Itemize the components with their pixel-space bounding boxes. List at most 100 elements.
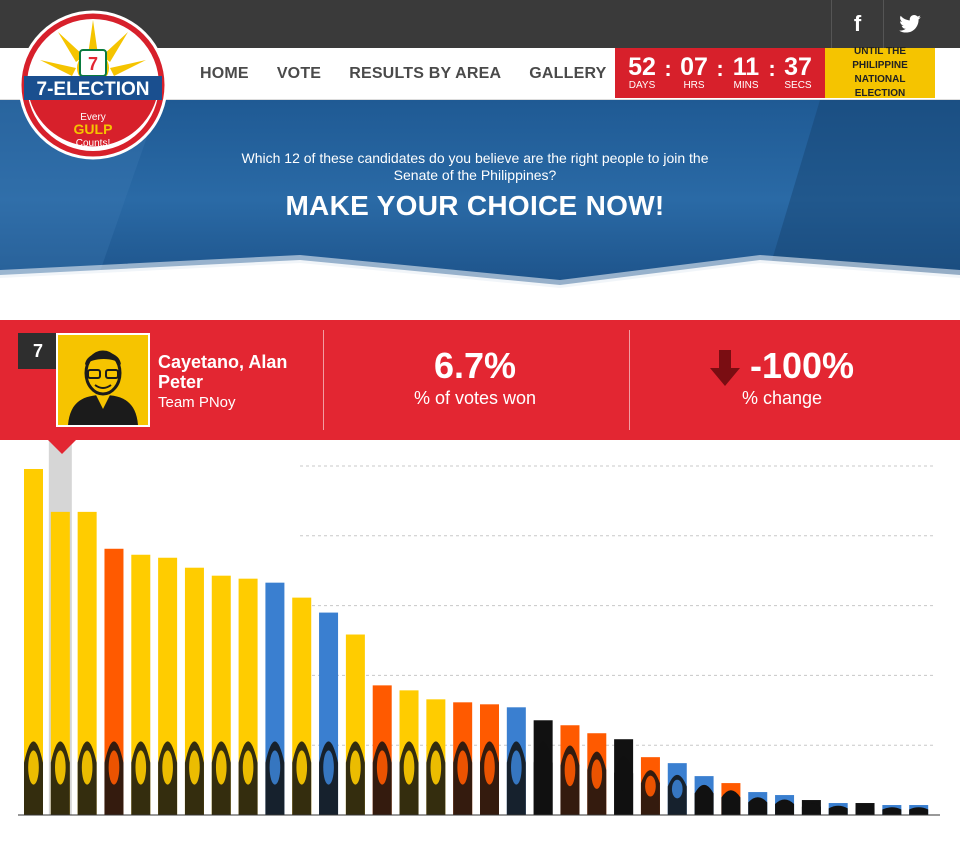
face-highlight — [618, 763, 629, 791]
candidate-silhouette — [721, 790, 741, 815]
candidate-bar[interactable] — [694, 776, 714, 815]
candidate-bar[interactable] — [587, 733, 607, 815]
candidate-bar[interactable] — [158, 557, 178, 815]
face-highlight — [242, 750, 254, 785]
candidate-bar[interactable] — [50, 511, 70, 815]
main-nav: HOME VOTE RESULTS BY AREA GALLERY — [200, 48, 607, 100]
candidate-bar[interactable] — [345, 634, 365, 815]
candidate-bar[interactable] — [453, 702, 473, 815]
candidate-name: Cayetano, Alan Peter — [158, 352, 288, 392]
svg-text:Counts!: Counts! — [76, 138, 110, 149]
candidate-silhouette — [828, 805, 848, 815]
candidate-bar[interactable] — [801, 800, 821, 815]
hero-banner: Which 12 of these candidates do you beli… — [0, 100, 960, 300]
twitter-button[interactable] — [883, 0, 935, 48]
face-highlight — [81, 750, 93, 785]
candidate-bar[interactable] — [775, 795, 795, 815]
countdown-timer: 52 DAYS : 07 HRS : 11 MINS : 37 SECS — [615, 48, 825, 98]
candidate-bar[interactable] — [855, 803, 875, 815]
candidate-bar[interactable] — [292, 597, 312, 815]
change-value: -100% — [749, 345, 855, 386]
candidate-silhouette — [855, 805, 875, 815]
candidate-bar[interactable] — [667, 763, 687, 815]
rank-badge: 7 — [18, 333, 58, 369]
selection-pointer — [48, 440, 76, 454]
candidate-bar[interactable] — [560, 725, 580, 815]
candidate-bar[interactable] — [238, 578, 258, 815]
candidate-bar[interactable] — [184, 567, 204, 815]
facebook-icon: f — [853, 11, 862, 36]
candidate-bar[interactable] — [131, 554, 151, 815]
logo[interactable]: 7 7-ELECTION Every GULP Counts! — [18, 10, 168, 160]
candidate-silhouette — [775, 799, 795, 815]
candidate-silhouette — [694, 784, 714, 815]
face-highlight — [296, 750, 308, 785]
candidate-bar[interactable] — [399, 690, 419, 815]
candidate-bar[interactable] — [721, 783, 741, 815]
hero-subtitle: Which 12 of these candidates do you beli… — [241, 150, 709, 183]
hero-title: MAKE YOUR CHOICE NOW! — [285, 190, 665, 221]
arrow-down-icon — [709, 350, 740, 387]
face-highlight — [511, 750, 522, 785]
face-highlight — [55, 750, 66, 785]
bar[interactable] — [77, 511, 97, 815]
svg-text:7-ELECTION: 7-ELECTION — [37, 79, 150, 100]
face-highlight — [162, 750, 173, 785]
candidate-bar[interactable] — [265, 582, 285, 815]
candidate-bar[interactable] — [24, 468, 43, 815]
face-highlight — [671, 779, 683, 799]
countdown-minutes: 11 MINS — [732, 53, 760, 91]
candidate-bar[interactable] — [77, 511, 97, 815]
candidate-bar[interactable] — [882, 805, 902, 815]
votes-won-value: 6.7% — [433, 345, 517, 386]
nav-results-by-area[interactable]: RESULTS BY AREA — [349, 65, 502, 82]
votes-won-label: % of votes won — [413, 388, 537, 408]
bar[interactable] — [50, 511, 70, 815]
candidate-info-band — [0, 320, 960, 440]
candidate-bar[interactable] — [640, 757, 660, 815]
candidate-bar[interactable] — [506, 707, 526, 815]
nav-home[interactable]: HOME — [200, 65, 249, 82]
candidate-bar[interactable] — [319, 612, 339, 815]
candidate-silhouette — [748, 797, 768, 815]
candidate-bar[interactable] — [426, 699, 446, 815]
face-highlight — [403, 750, 415, 785]
candidate-team: Team PNoy — [158, 394, 236, 411]
candidate-bar[interactable] — [211, 575, 231, 815]
change-stat: -100% % change — [632, 345, 932, 409]
face-highlight — [537, 750, 549, 785]
candidate-bar[interactable] — [748, 792, 768, 815]
face-highlight — [215, 750, 227, 785]
candidate-bar[interactable] — [828, 803, 848, 815]
change-label: % change — [741, 388, 823, 408]
twitter-icon — [898, 15, 921, 33]
countdown-caption: UNTIL THE PHILIPPINE NATIONAL ELECTION — [825, 46, 935, 99]
candidate-bar[interactable] — [480, 704, 499, 815]
face-highlight — [484, 750, 495, 785]
face-highlight — [457, 750, 468, 785]
countdown-hours: 07 HRS — [680, 53, 708, 91]
countdown-seconds: 37 SECS — [784, 53, 812, 91]
face-highlight — [108, 750, 120, 785]
nav-gallery[interactable]: GALLERY — [529, 65, 607, 82]
face-highlight — [591, 759, 603, 789]
svg-text:Every: Every — [80, 112, 106, 123]
candidate-bar[interactable] — [533, 720, 553, 815]
candidate-bar[interactable] — [909, 805, 929, 815]
candidate-silhouette — [909, 807, 929, 815]
bar[interactable] — [24, 468, 43, 815]
face-highlight — [189, 750, 200, 785]
candidate-bar[interactable] — [104, 548, 124, 815]
face-highlight — [564, 753, 576, 787]
face-highlight — [269, 750, 281, 785]
results-bar-chart — [18, 440, 940, 816]
candidate-bar[interactable] — [372, 685, 392, 815]
divider — [323, 330, 324, 430]
svg-text:7: 7 — [88, 54, 98, 74]
face-highlight — [350, 750, 361, 785]
hero-background — [0, 100, 960, 300]
facebook-button[interactable]: f — [831, 0, 883, 48]
face-highlight — [135, 750, 147, 785]
candidate-bar[interactable] — [614, 739, 634, 815]
nav-vote[interactable]: VOTE — [276, 65, 322, 82]
